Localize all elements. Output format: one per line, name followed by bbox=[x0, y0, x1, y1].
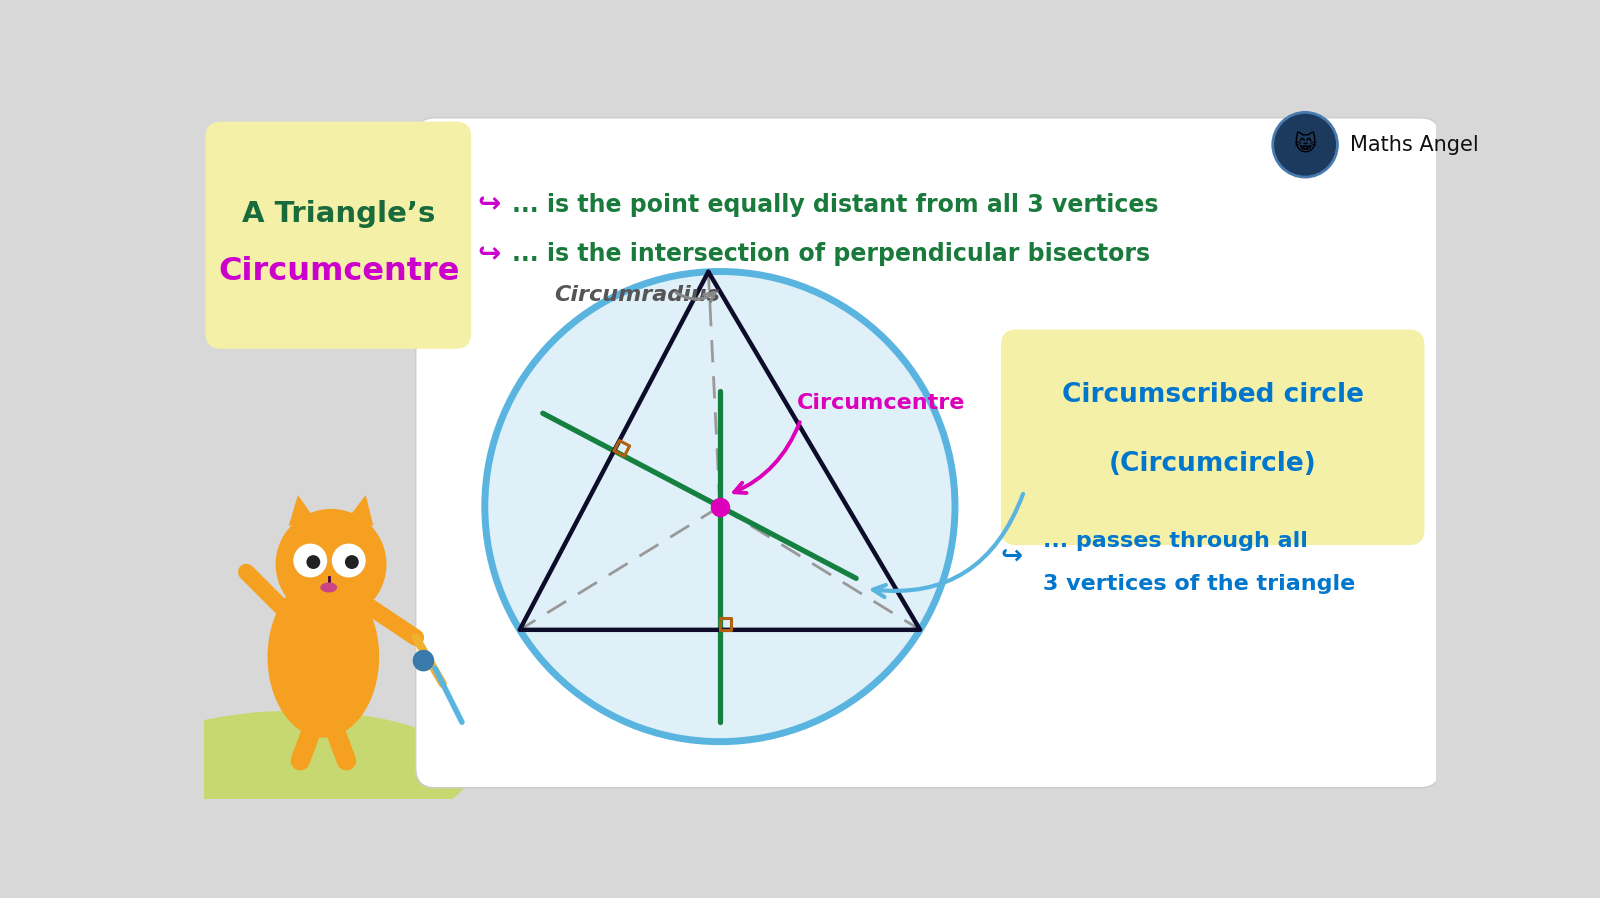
Ellipse shape bbox=[123, 710, 470, 834]
Text: Circumcentre: Circumcentre bbox=[218, 256, 459, 287]
Circle shape bbox=[275, 509, 387, 620]
Ellipse shape bbox=[320, 583, 338, 593]
Circle shape bbox=[346, 555, 358, 569]
Text: ↪: ↪ bbox=[477, 240, 501, 269]
Circle shape bbox=[1272, 112, 1338, 177]
Text: 😸: 😸 bbox=[1293, 134, 1317, 155]
Text: Circumscribed circle: Circumscribed circle bbox=[1062, 382, 1363, 408]
Circle shape bbox=[307, 555, 320, 569]
Text: Maths Angel: Maths Angel bbox=[1350, 135, 1478, 154]
Polygon shape bbox=[288, 495, 315, 526]
Ellipse shape bbox=[267, 576, 379, 737]
Text: ... is the point equally distant from all 3 vertices: ... is the point equally distant from al… bbox=[512, 193, 1158, 216]
FancyBboxPatch shape bbox=[1002, 330, 1424, 545]
Text: ↪: ↪ bbox=[477, 190, 501, 219]
FancyBboxPatch shape bbox=[416, 118, 1440, 788]
Circle shape bbox=[293, 543, 326, 577]
Text: ... is the intersection of perpendicular bisectors: ... is the intersection of perpendicular… bbox=[512, 242, 1150, 266]
Text: 3 vertices of the triangle: 3 vertices of the triangle bbox=[1043, 574, 1355, 594]
Text: A Triangle’s: A Triangle’s bbox=[242, 200, 435, 228]
Text: Circumradius: Circumradius bbox=[554, 285, 720, 304]
Circle shape bbox=[413, 650, 434, 672]
Text: ... passes through all: ... passes through all bbox=[1043, 532, 1309, 551]
FancyBboxPatch shape bbox=[205, 121, 470, 348]
Circle shape bbox=[485, 271, 955, 742]
Text: (Circumcircle): (Circumcircle) bbox=[1109, 452, 1317, 477]
Text: ↪: ↪ bbox=[1002, 543, 1022, 569]
Text: Circumcentre: Circumcentre bbox=[797, 392, 965, 412]
Circle shape bbox=[331, 543, 366, 577]
Polygon shape bbox=[347, 495, 373, 526]
